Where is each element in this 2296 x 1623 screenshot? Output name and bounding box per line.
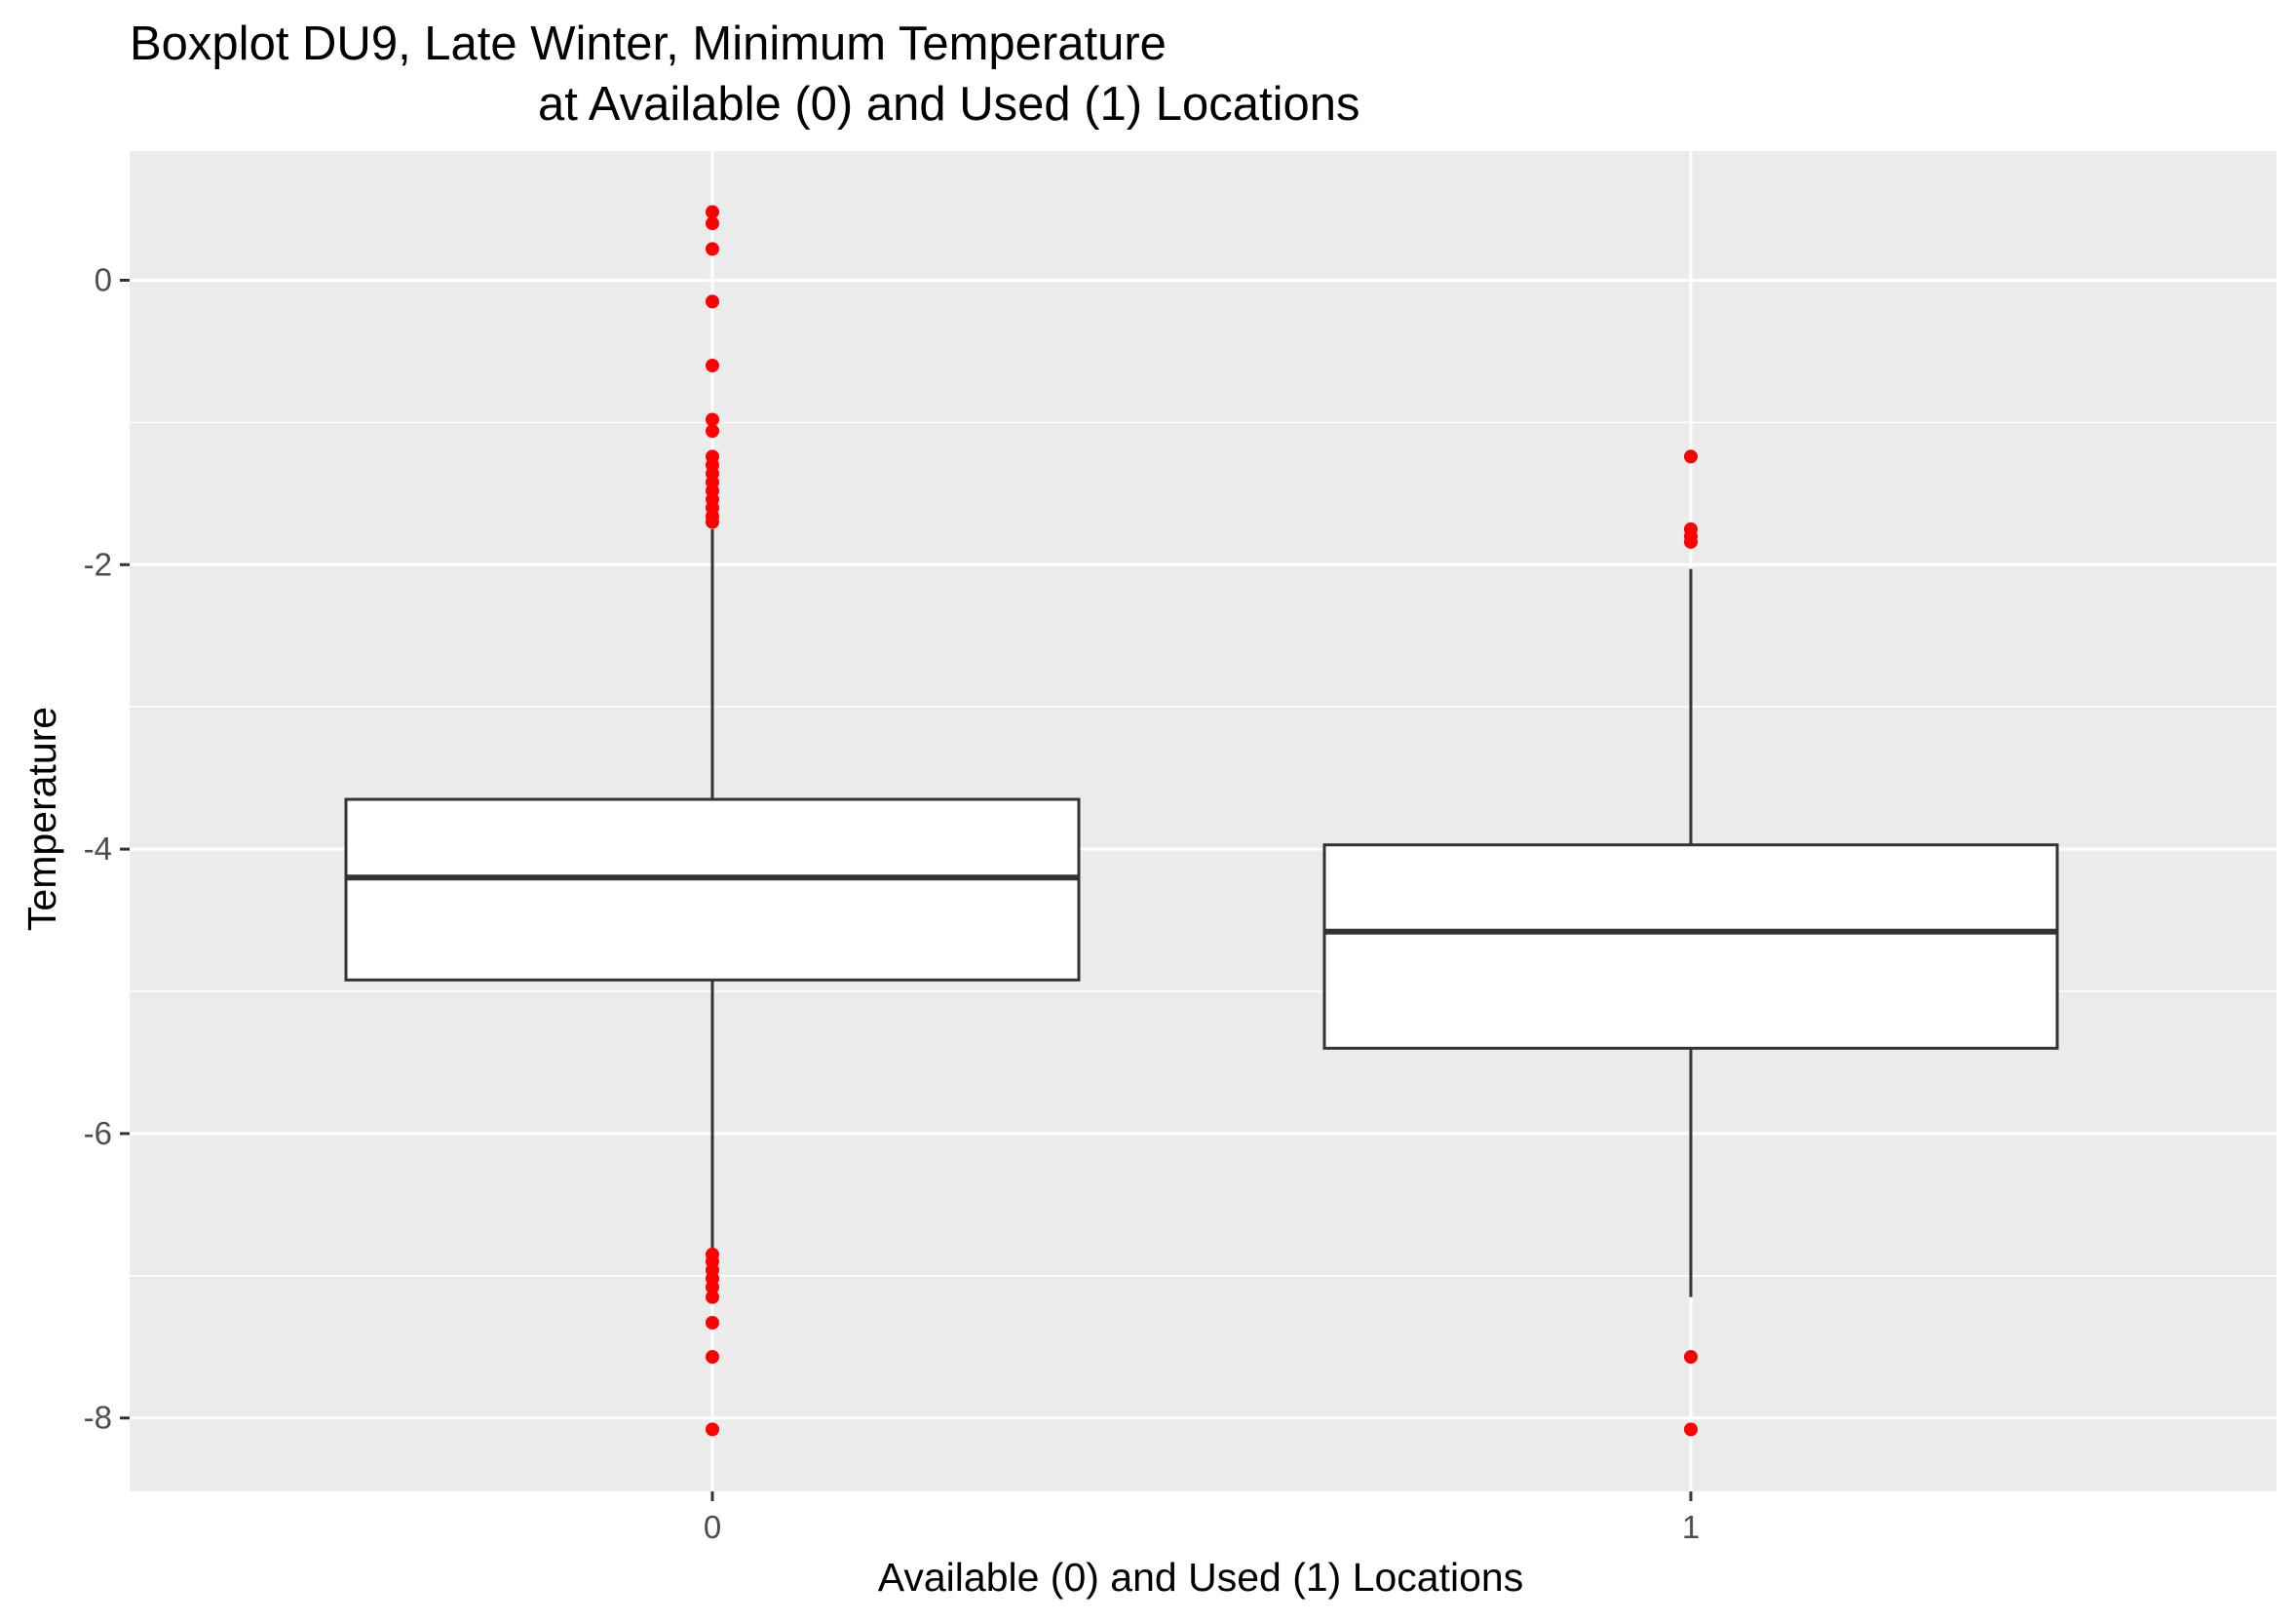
outlier-point [706,1280,719,1295]
box-group-0 [344,205,1081,1437]
outlier-point [1684,534,1698,549]
outlier-point [1684,1349,1698,1364]
box-iqr [344,797,1081,982]
outlier-point [706,216,719,231]
x-tick-label: 1 [1682,1509,1700,1545]
y-tick-label: 0 [95,262,112,298]
y-tick-label: -4 [84,831,112,867]
outlier-point [706,515,719,529]
y-axis-title: Temperature [19,707,64,931]
chart-title-line-1: Boxplot DU9, Late Winter, Minimum Temper… [130,18,1167,70]
y-tick-label: -8 [84,1400,112,1436]
outlier-point [706,294,719,309]
outlier-point [706,1349,719,1364]
outlier-point [706,412,719,427]
outlier-point [706,1315,719,1330]
box-series [344,205,2059,1437]
box-iqr [1322,843,2059,1050]
outlier-point [706,242,719,256]
y-tick-label: -6 [84,1115,112,1151]
outlier-point [706,1422,719,1437]
y-axis-ticks: 0 -2 -4 -6 -8 [84,262,130,1436]
y-tick-label: -2 [84,546,112,582]
x-tick-label: 0 [704,1509,721,1545]
box-group-1 [1322,449,2059,1437]
outlier-point [1684,1422,1698,1437]
outlier-point [1684,449,1698,464]
outlier-point [706,359,719,373]
outlier-point [706,1290,719,1304]
x-axis-title: Available (0) and Used (1) Locations [878,1555,1523,1600]
outlier-point [706,205,719,219]
chart-title-line-2: at Available (0) and Used (1) Locations [538,78,1359,131]
outlier-point [706,424,719,439]
